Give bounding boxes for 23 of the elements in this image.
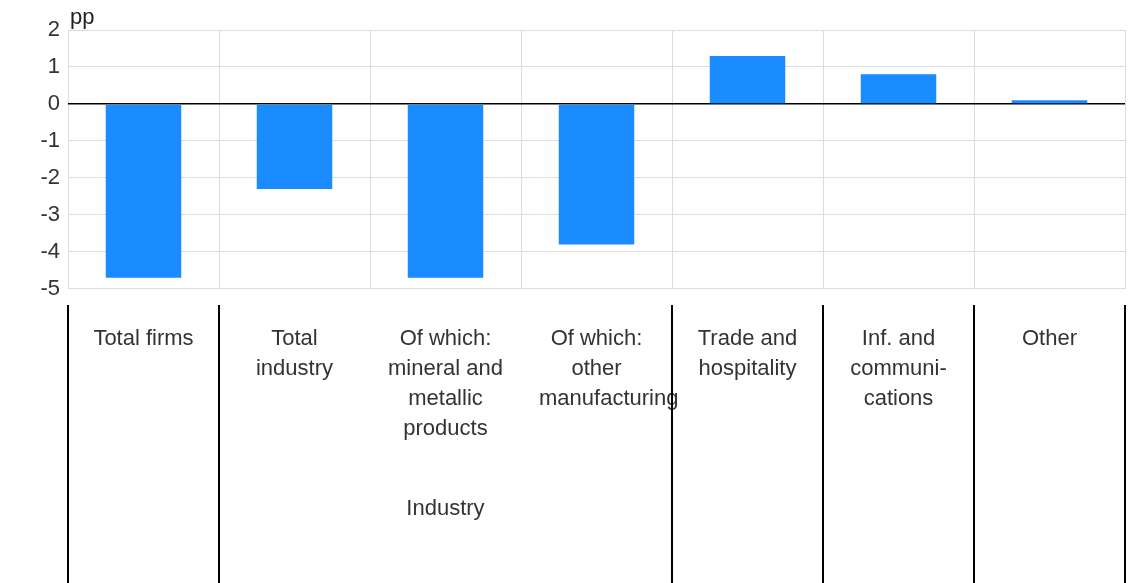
- bar: [407, 104, 484, 278]
- bar: [105, 104, 182, 278]
- x-tick-label: Trade and hospitality: [696, 324, 799, 382]
- bar: [709, 55, 786, 104]
- y-axis-title: pp: [70, 4, 95, 30]
- x-tick-label: Total firms: [92, 324, 195, 352]
- y-tick-label: 0: [47, 90, 60, 116]
- y-tick-label: -3: [40, 200, 60, 226]
- y-tick-label: -1: [40, 126, 60, 152]
- bar: [860, 74, 937, 104]
- bar: [558, 104, 635, 245]
- x-tick-label: Total industry: [254, 324, 334, 382]
- x-tick-label: Other: [1021, 324, 1078, 352]
- y-tick-label: 1: [47, 53, 60, 79]
- y-tick-label: -5: [40, 274, 60, 300]
- bar: [1011, 100, 1088, 104]
- x-tick-label: Inf. and communi-cations: [849, 324, 948, 412]
- text: Industry: [405, 494, 486, 522]
- x-tick-label: Of which: mineral and metallic products: [387, 324, 504, 442]
- bar: [256, 104, 333, 189]
- y-tick-label: -4: [40, 237, 60, 263]
- y-tick-label: 2: [47, 16, 60, 42]
- y-tick-label: -2: [40, 163, 60, 189]
